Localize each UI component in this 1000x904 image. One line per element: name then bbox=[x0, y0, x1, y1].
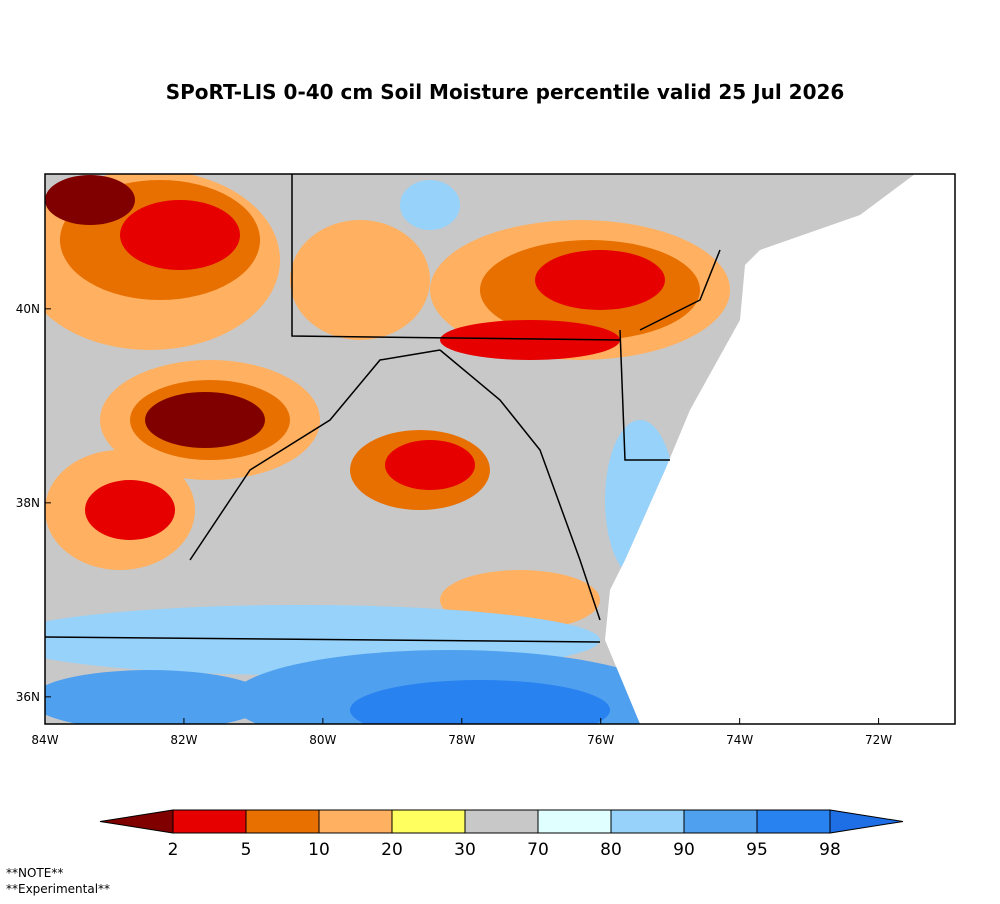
x-tick-label: 72W bbox=[865, 733, 892, 747]
colorbar-arrow bbox=[829, 809, 904, 834]
y-tick-label: 36N bbox=[16, 690, 40, 704]
axis-ticks: 84W 82W 80W 78W 76W 74W 72W 36N 38N 40N bbox=[16, 302, 893, 747]
state-borders bbox=[44, 174, 721, 643]
colorbar-label: 5 bbox=[241, 840, 252, 860]
note: **NOTE** bbox=[6, 866, 63, 880]
map bbox=[44, 173, 956, 725]
colorbar-segment bbox=[245, 809, 320, 834]
colorbar-segment bbox=[464, 809, 539, 834]
x-tick-label: 82W bbox=[170, 733, 197, 747]
note: **Experimental** bbox=[6, 882, 110, 896]
colorbar-label: 30 bbox=[454, 840, 476, 860]
colorbar-segment bbox=[683, 809, 758, 834]
colorbar-label: 98 bbox=[819, 840, 841, 860]
colorbar-segment bbox=[610, 809, 685, 834]
x-tick-label: 76W bbox=[587, 733, 614, 747]
colorbar-label: 90 bbox=[673, 840, 695, 860]
colorbar-segment bbox=[537, 809, 612, 834]
colorbar-label: 20 bbox=[381, 840, 403, 860]
colorbar: 2 5 10 20 30 70 80 90 95 98 bbox=[99, 809, 904, 860]
colorbar-segment bbox=[756, 809, 831, 834]
colorbar-label: 10 bbox=[308, 840, 330, 860]
title: SPoRT-LIS 0-40 cm Soil Moisture percenti… bbox=[166, 80, 845, 104]
colorbar-segment bbox=[172, 809, 247, 834]
x-tick-label: 74W bbox=[726, 733, 753, 747]
colorbar-label: 95 bbox=[746, 840, 768, 860]
colorbar-segment bbox=[318, 809, 393, 834]
colorbar-label: 2 bbox=[168, 840, 179, 860]
colorbar-arrow bbox=[99, 809, 174, 834]
moisture-field bbox=[45, 174, 730, 724]
y-tick-label: 40N bbox=[16, 302, 40, 316]
colorbar-segment bbox=[391, 809, 466, 834]
map-frame bbox=[44, 173, 956, 725]
x-tick-label: 78W bbox=[448, 733, 475, 747]
y-tick-label: 38N bbox=[16, 496, 40, 510]
x-tick-label: 80W bbox=[309, 733, 336, 747]
colorbar-label: 80 bbox=[600, 840, 622, 860]
x-tick-label: 84W bbox=[31, 733, 58, 747]
colorbar-label: 70 bbox=[527, 840, 549, 860]
